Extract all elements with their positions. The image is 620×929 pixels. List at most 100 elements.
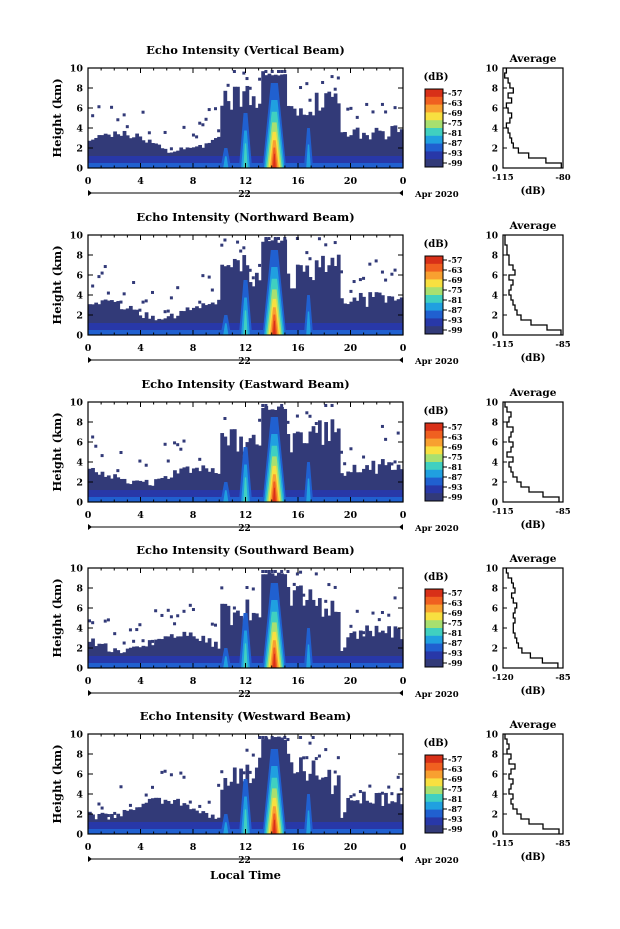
heatmap-speck — [204, 117, 208, 121]
heatmap-column — [340, 298, 344, 335]
heatmap-column — [223, 778, 228, 834]
heatmap-speck — [390, 792, 394, 796]
heatmap-speck — [132, 280, 136, 284]
heatmap-column — [333, 266, 338, 335]
heatmap-column — [138, 807, 143, 834]
heatmap-column — [330, 257, 335, 335]
heatmap-column — [261, 739, 265, 834]
heatmap-column — [173, 799, 177, 834]
colorbar-tick-label: -93 — [448, 148, 463, 158]
heatmap-column — [302, 114, 306, 168]
x-tick-label: 12 — [239, 676, 252, 687]
colorbar-swatch — [425, 128, 443, 137]
heatmap-speck — [100, 806, 104, 810]
heatmap-column — [292, 108, 297, 168]
colorbar-tick-label: -93 — [448, 648, 463, 658]
heatmap-column — [327, 265, 332, 335]
heatmap-speck — [273, 237, 277, 240]
heatmap-column — [399, 297, 404, 335]
heatmap-speck — [198, 121, 202, 125]
heatmap-speck — [122, 113, 126, 117]
heatmap-column — [283, 574, 288, 668]
colorbar-tick-label: -81 — [448, 628, 462, 638]
heatmap-column — [91, 467, 95, 502]
heatmap-speck — [195, 135, 199, 139]
heatmap-column — [349, 472, 354, 502]
heatmap-column — [125, 308, 130, 335]
x-tick-label: 8 — [190, 176, 197, 187]
heatmap-speck — [349, 795, 353, 799]
heatmap-speck — [151, 639, 154, 643]
heatmap-speck — [113, 632, 117, 636]
heatmap-column — [248, 783, 253, 834]
colorbar-unit: (dB) — [424, 72, 449, 83]
colorbar-tick-label: -69 — [448, 442, 463, 452]
heatmap-speck — [258, 263, 262, 267]
heatmap-column — [232, 612, 237, 668]
heatmap-speck — [299, 736, 303, 739]
heatmap-column — [289, 605, 294, 668]
heatmap-column — [220, 433, 225, 502]
date-bar-arrow-right — [399, 856, 403, 862]
average-y-tick-label: 4 — [492, 292, 498, 302]
colorbar-tick-label: -63 — [448, 98, 463, 108]
heatmap-column — [374, 127, 379, 168]
average-y-tick-label: 6 — [492, 105, 498, 115]
average-y-tick-label: 6 — [492, 439, 498, 449]
colorbar-tick-label: -81 — [448, 128, 462, 138]
heatmap-column — [295, 431, 300, 502]
heatmap-speck — [91, 621, 95, 625]
heatmap-speck — [207, 800, 211, 804]
heatmap-column — [88, 140, 92, 168]
heatmap-speck — [380, 424, 384, 428]
heatmap-column — [333, 432, 338, 502]
heatmap-column — [169, 634, 174, 668]
heatmap-speck — [384, 437, 388, 441]
heatmap-speck — [330, 404, 334, 407]
heatmap-speck — [198, 300, 202, 304]
y-tick-label: 2 — [76, 311, 83, 322]
heatmap-column — [239, 436, 243, 502]
heatmap-speck — [138, 308, 142, 312]
heatmap-speck — [355, 609, 359, 613]
heatmap-speck — [349, 447, 353, 451]
heatmap-speck — [314, 422, 318, 426]
heatmap-speck — [283, 237, 287, 240]
heatmap-column — [185, 635, 190, 668]
heatmap-column — [239, 271, 243, 335]
heatmap-speck — [226, 83, 230, 87]
heatmap-column — [179, 636, 184, 668]
heatmap-speck — [116, 118, 120, 122]
heatmap-speck — [113, 811, 117, 815]
heatmap-column — [330, 600, 335, 668]
heatmap-speck — [270, 736, 274, 739]
heatmap-column — [217, 473, 221, 502]
heatmap-column — [286, 105, 291, 168]
heatmap-speck — [302, 593, 306, 597]
colorbar-swatch — [425, 112, 443, 121]
heatmap-echo-feature — [223, 156, 229, 168]
heatmap-speck — [280, 70, 284, 73]
colorbar-tick-label: -75 — [448, 452, 462, 462]
heatmap-column — [374, 793, 379, 834]
heatmap-column — [198, 308, 202, 335]
heatmap-column — [317, 779, 322, 834]
heatmap-column — [113, 301, 117, 335]
heatmap-column — [355, 472, 360, 502]
heatmap-column — [110, 136, 114, 168]
heatmap-speck — [286, 738, 290, 742]
date-month-label: Apr 2020 — [414, 190, 459, 200]
average-profile: Average 0 2 4 6 8 10 -115 -85 (dB) — [485, 220, 570, 364]
heatmap-speck — [305, 82, 309, 86]
panel-title: Echo Intensity (Eastward Beam) — [141, 377, 349, 391]
heatmap-column — [314, 260, 319, 335]
heatmap-column — [311, 599, 316, 668]
heatmap-column — [264, 405, 269, 502]
heatmap-column — [352, 129, 357, 168]
date-month-label: Apr 2020 — [414, 524, 459, 534]
heatmap-echo-feature — [243, 643, 248, 668]
heatmap-column — [299, 108, 303, 168]
heatmap-speck — [248, 770, 252, 774]
heatmap-column — [380, 805, 385, 834]
heatmap-column — [384, 139, 388, 168]
